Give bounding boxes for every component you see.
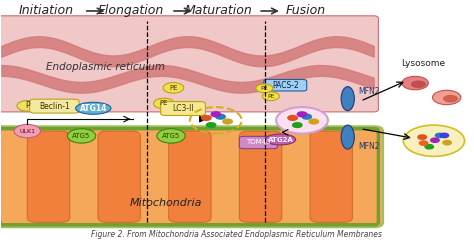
FancyBboxPatch shape xyxy=(239,136,277,149)
FancyBboxPatch shape xyxy=(0,126,383,227)
FancyBboxPatch shape xyxy=(264,79,307,91)
Text: Fusion: Fusion xyxy=(285,5,325,17)
Circle shape xyxy=(433,90,461,105)
Circle shape xyxy=(216,114,225,119)
Circle shape xyxy=(276,107,328,133)
Circle shape xyxy=(67,129,96,143)
Circle shape xyxy=(223,119,232,124)
Circle shape xyxy=(436,133,444,138)
Circle shape xyxy=(14,124,40,138)
Text: MFN2: MFN2 xyxy=(358,142,380,151)
Text: Figure 2. From Mitochondria Associated Endoplasmic Reticulum Membranes: Figure 2. From Mitochondria Associated E… xyxy=(91,230,383,239)
Circle shape xyxy=(256,84,273,93)
Circle shape xyxy=(440,133,448,138)
Circle shape xyxy=(302,114,311,119)
Text: MFN2: MFN2 xyxy=(358,87,380,96)
Circle shape xyxy=(201,115,211,120)
Text: PE: PE xyxy=(267,94,274,99)
Text: ATG14: ATG14 xyxy=(80,104,107,113)
Text: ULK1: ULK1 xyxy=(19,129,35,134)
Text: P: P xyxy=(25,101,29,110)
FancyBboxPatch shape xyxy=(169,131,211,222)
FancyBboxPatch shape xyxy=(239,131,282,222)
Text: LC3-II: LC3-II xyxy=(173,104,194,113)
Text: ATG2A: ATG2A xyxy=(267,137,293,142)
Text: Endoplasmic reticulum: Endoplasmic reticulum xyxy=(46,62,164,72)
Ellipse shape xyxy=(265,134,296,145)
Ellipse shape xyxy=(76,102,111,114)
Text: PACS-2: PACS-2 xyxy=(272,81,299,90)
Circle shape xyxy=(163,83,184,93)
Circle shape xyxy=(157,129,185,143)
Circle shape xyxy=(431,138,439,142)
Circle shape xyxy=(17,101,37,111)
Circle shape xyxy=(418,135,427,139)
Text: PE: PE xyxy=(169,85,178,91)
Circle shape xyxy=(297,112,307,117)
Text: Beclin-1: Beclin-1 xyxy=(39,102,70,111)
Text: Maturation: Maturation xyxy=(184,5,252,17)
FancyBboxPatch shape xyxy=(310,131,353,222)
Ellipse shape xyxy=(341,87,355,111)
FancyBboxPatch shape xyxy=(27,131,70,222)
Text: TOM40: TOM40 xyxy=(246,139,271,145)
Circle shape xyxy=(154,98,174,109)
Text: PE: PE xyxy=(261,86,268,91)
FancyBboxPatch shape xyxy=(0,16,378,112)
Text: Lysosome: Lysosome xyxy=(401,59,445,68)
Ellipse shape xyxy=(341,125,355,149)
Circle shape xyxy=(263,92,279,101)
Text: Initiation: Initiation xyxy=(18,5,73,17)
Circle shape xyxy=(211,112,220,117)
Circle shape xyxy=(443,95,458,103)
Text: ATG5: ATG5 xyxy=(73,133,91,139)
FancyBboxPatch shape xyxy=(161,102,205,115)
Circle shape xyxy=(411,80,426,88)
Circle shape xyxy=(309,119,319,124)
Text: ATG5: ATG5 xyxy=(162,133,180,139)
Text: Mitochondria: Mitochondria xyxy=(130,198,202,208)
FancyBboxPatch shape xyxy=(98,131,140,222)
Circle shape xyxy=(403,125,465,156)
Text: PE: PE xyxy=(160,101,168,106)
Circle shape xyxy=(206,123,216,128)
Circle shape xyxy=(419,141,428,145)
Circle shape xyxy=(292,123,302,128)
Circle shape xyxy=(425,145,434,149)
Circle shape xyxy=(288,115,297,120)
FancyBboxPatch shape xyxy=(30,99,79,113)
Circle shape xyxy=(443,140,451,145)
Circle shape xyxy=(402,76,428,90)
Text: Elongation: Elongation xyxy=(98,5,164,17)
